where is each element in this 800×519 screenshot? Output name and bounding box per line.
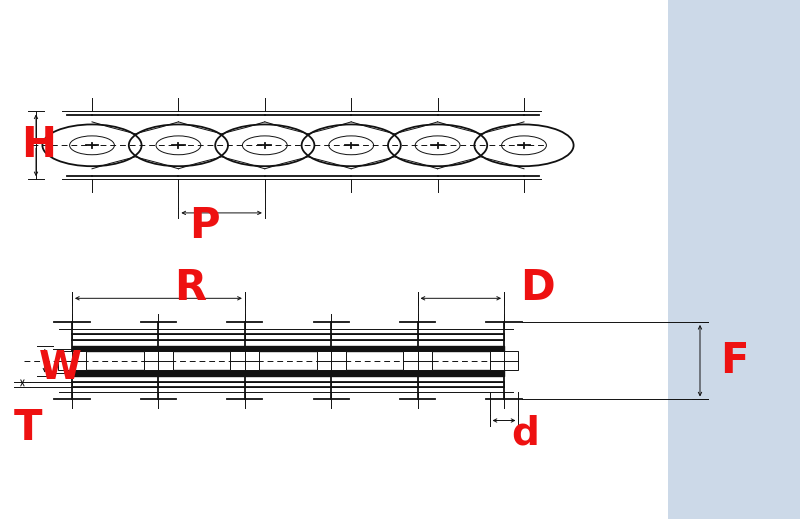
Text: D: D bbox=[520, 267, 555, 309]
Bar bbox=[144, 351, 173, 370]
Bar bbox=[490, 351, 518, 370]
Bar bbox=[418, 334, 504, 340]
Text: W: W bbox=[38, 349, 82, 388]
Bar bbox=[331, 381, 418, 387]
Text: H: H bbox=[21, 125, 56, 166]
Bar bbox=[403, 351, 432, 370]
Bar bbox=[158, 334, 245, 340]
Bar bbox=[158, 381, 245, 387]
Bar bbox=[230, 351, 259, 370]
Bar bbox=[58, 351, 86, 370]
Bar bbox=[668, 0, 800, 519]
Text: T: T bbox=[14, 407, 42, 449]
Bar bbox=[245, 334, 331, 340]
Text: d: d bbox=[512, 414, 539, 453]
Text: F: F bbox=[720, 340, 749, 381]
Bar bbox=[317, 351, 346, 370]
Text: P: P bbox=[189, 205, 219, 247]
Bar bbox=[418, 381, 504, 387]
Bar bbox=[331, 334, 418, 340]
Bar bbox=[72, 381, 158, 387]
Text: R: R bbox=[174, 267, 206, 309]
Bar bbox=[245, 381, 331, 387]
Bar bbox=[72, 334, 158, 340]
